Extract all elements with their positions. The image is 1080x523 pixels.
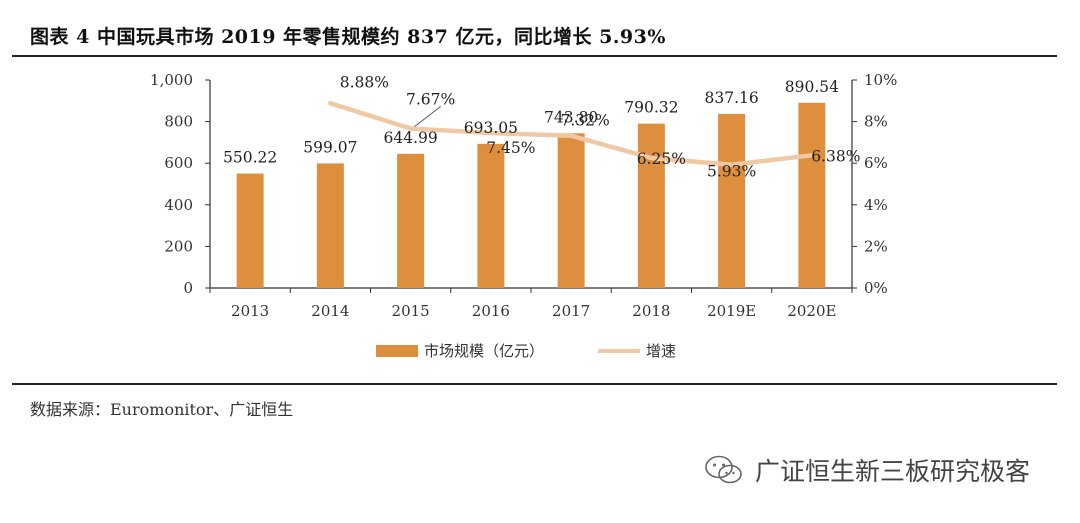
legend-line-label: 增速 [646, 342, 676, 360]
x-tick-label: 2020E [787, 302, 836, 320]
x-tick-label: 2017 [552, 302, 590, 320]
top-rule [12, 55, 1057, 57]
growth-value-label: 7.32% [561, 112, 610, 130]
bar [397, 153, 425, 288]
bar-value-label: 693.05 [464, 119, 518, 137]
growth-value-label: 7.45% [486, 139, 535, 157]
bar-value-label: 743.80 [544, 108, 598, 126]
left-tick-label: 600 [164, 154, 193, 172]
watermark: 广证恒生新三板研究极客 [703, 452, 1030, 488]
watermark-text: 广证恒生新三板研究极客 [755, 457, 1031, 486]
bar [798, 102, 826, 288]
bar-value-label: 890.54 [785, 78, 839, 96]
right-tick-label: 2% [864, 237, 888, 255]
left-tick-label: 1,000 [150, 71, 193, 89]
growth-line [328, 101, 815, 167]
combo-chart: 0 200 400 600 800 1,000 0% 2% 4% 6% 8% 10% 2013 2014 2… [150, 71, 897, 360]
growth-value-label: 5.93% [707, 163, 756, 181]
bar [637, 123, 665, 289]
bar-value-label: 790.32 [624, 99, 678, 117]
x-tick-label: 2019E [707, 302, 756, 320]
legend-bar-swatch [376, 345, 418, 357]
source-note: 数据来源：Euromonitor、广证恒生 [30, 400, 294, 419]
right-tick-label: 0% [864, 279, 888, 297]
x-tick-label: 2015 [392, 302, 430, 320]
growth-value-label: 6.38% [811, 147, 860, 165]
right-tick-label: 4% [864, 196, 888, 214]
bar [557, 133, 585, 288]
bar [718, 113, 746, 288]
wechat-icon [705, 455, 742, 484]
left-tick-label: 400 [164, 196, 193, 214]
growth-line-group [328, 101, 815, 167]
growth-value-label: 7.67% [406, 90, 455, 108]
bar-value-label: 550.22 [223, 149, 277, 167]
bar [236, 173, 264, 288]
data-labels-group: 550.22 599.07 644.99 693.05 743.80 790.32 837.… [223, 73, 861, 180]
x-tick-label: 2014 [311, 302, 349, 320]
left-tick-label: 800 [164, 113, 193, 131]
label-leader-line [414, 106, 441, 127]
x-tick-label: 2018 [632, 302, 670, 320]
left-tick-label: 200 [164, 237, 193, 255]
bar-value-label: 644.99 [384, 129, 438, 147]
bar [316, 163, 344, 288]
growth-value-label: 6.25% [637, 150, 686, 168]
bar [477, 143, 505, 288]
legend-bar-label: 市场规模（亿元） [424, 342, 544, 360]
bars-group [236, 102, 826, 289]
growth-value-label: 8.88% [340, 73, 389, 91]
right-tick-label: 8% [864, 113, 888, 131]
bar-value-label: 837.16 [705, 89, 759, 107]
legend: 市场规模（亿元） 增速 [376, 342, 676, 360]
chart-title: 图表 4 中国玩具市场 2019 年零售规模约 837 亿元，同比增长 5.93… [30, 26, 666, 48]
x-tick-label: 2016 [472, 302, 510, 320]
bottom-rule [12, 383, 1057, 385]
bar-value-label: 599.07 [303, 138, 357, 156]
x-tick-label: 2013 [231, 302, 269, 320]
right-tick-label: 10% [864, 71, 897, 89]
left-tick-label: 0 [183, 279, 193, 297]
right-tick-label: 6% [864, 154, 888, 172]
axes-group: 0 200 400 600 800 1,000 0% 2% 4% 6% 8% 10% 2013 2014 2… [150, 71, 897, 320]
